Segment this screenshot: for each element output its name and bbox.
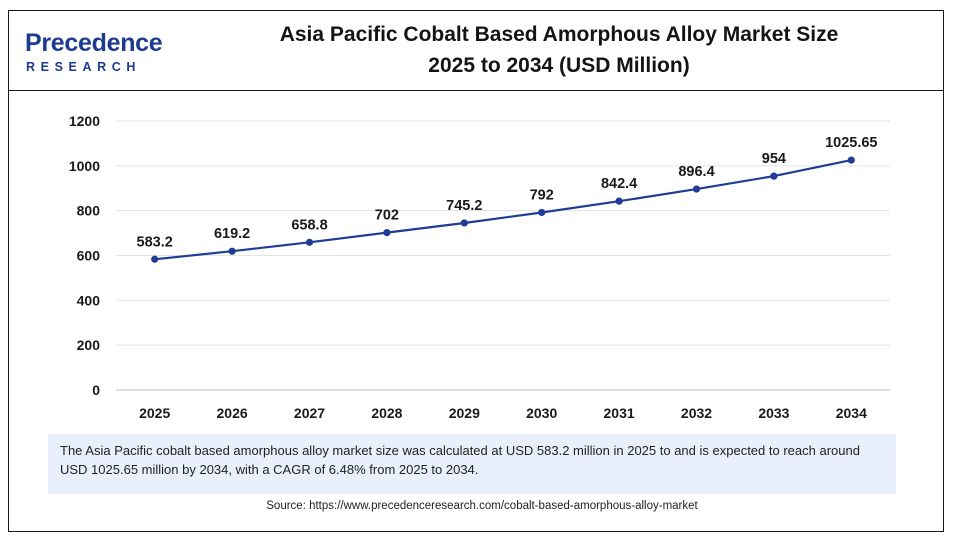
header: Precedence RESEARCH Asia Pacific Cobalt … <box>9 11 943 91</box>
data-label: 896.4 <box>678 164 714 180</box>
brand-name: Precedence <box>25 29 163 57</box>
source-text: Source: https://www.precedenceresearch.c… <box>266 500 698 512</box>
x-tick-label: 2028 <box>371 405 402 421</box>
data-label: 954 <box>762 151 786 167</box>
data-point <box>615 197 623 205</box>
y-tick-label: 600 <box>77 248 101 264</box>
x-tick-label: 2030 <box>526 405 557 421</box>
y-tick-label: 1000 <box>69 158 100 174</box>
series-line <box>154 159 852 261</box>
x-tick-label: 2027 <box>294 405 325 421</box>
data-label: 619.2 <box>214 226 250 242</box>
chart-title: Asia Pacific Cobalt Based Amorphous Allo… <box>199 19 919 81</box>
data-label: 745.2 <box>446 198 482 214</box>
x-tick-label: 2029 <box>449 405 480 421</box>
data-point <box>847 156 855 164</box>
data-label: 1025.65 <box>825 135 877 151</box>
data-point <box>383 229 391 237</box>
chart-title-line2: 2025 to 2034 (USD Million) <box>428 54 690 77</box>
y-tick-label: 1200 <box>69 113 100 129</box>
x-tick-label: 2032 <box>681 405 712 421</box>
y-tick-label: 0 <box>92 382 100 398</box>
summary-note: The Asia Pacific cobalt based amorphous … <box>48 434 896 494</box>
data-point <box>460 219 468 227</box>
y-tick-label: 200 <box>77 337 101 353</box>
data-label: 792 <box>530 187 554 203</box>
data-point <box>692 185 701 193</box>
data-label: 658.8 <box>291 217 327 233</box>
x-tick-label: 2034 <box>836 405 867 421</box>
data-label: 702 <box>375 208 399 224</box>
data-point <box>305 238 314 246</box>
chart-title-line1: Asia Pacific Cobalt Based Amorphous Allo… <box>279 23 839 46</box>
y-tick-label: 400 <box>77 292 101 308</box>
x-tick-label: 2031 <box>604 405 635 421</box>
x-tick-label: 2033 <box>758 405 789 421</box>
y-tick-label: 800 <box>77 203 101 219</box>
brand-sub: RESEARCH <box>26 60 141 74</box>
data-point <box>151 255 159 263</box>
data-label: 583.2 <box>137 234 173 250</box>
brand-logo: Precedence RESEARCH <box>25 29 175 79</box>
data-label: 842.4 <box>601 176 637 192</box>
data-point <box>770 172 778 180</box>
x-tick-label: 2026 <box>217 405 248 421</box>
x-tick-label: 2025 <box>139 405 170 421</box>
data-point <box>228 247 236 255</box>
data-point <box>538 208 546 217</box>
